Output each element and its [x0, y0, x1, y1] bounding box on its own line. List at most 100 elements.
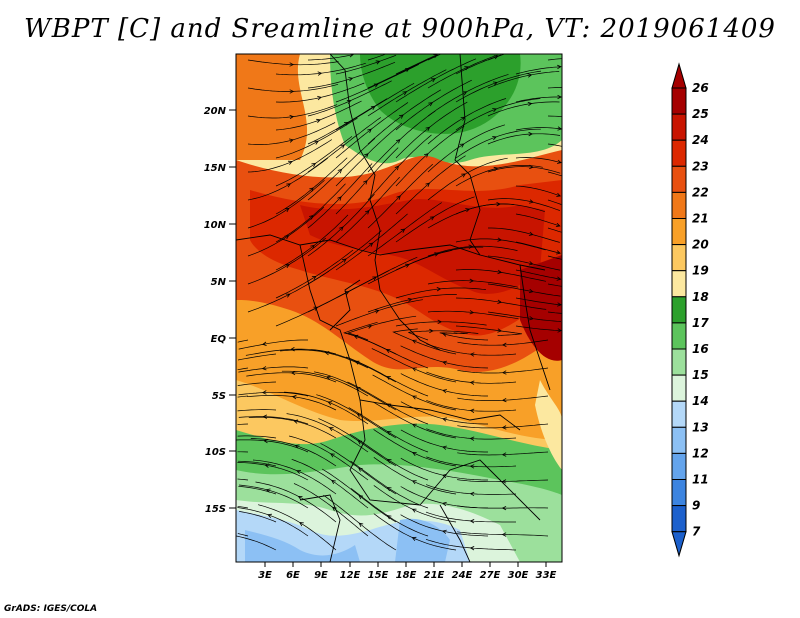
- streamline: [487, 133, 561, 145]
- lat-label: 10S: [205, 447, 226, 458]
- streamline-arrow: [497, 299, 503, 304]
- streamline: [547, 143, 562, 147]
- streamline-arrow: [337, 168, 343, 174]
- streamline: [237, 533, 249, 537]
- streamline-arrow: [261, 341, 267, 346]
- colorbar-label: 24: [692, 133, 709, 147]
- streamline-arrow: [314, 140, 320, 145]
- lon-label: 30E: [508, 570, 529, 581]
- streamline: [547, 58, 562, 61]
- streamline-arrow: [557, 328, 562, 333]
- streamline-arrow: [395, 138, 401, 144]
- colorbar: 26 25 24 23 22 21 20 19 18 17 16 15 14 13 12 11 9 7: [671, 62, 709, 558]
- streamline-arrow: [429, 328, 434, 334]
- colorbar-swatch: [671, 244, 687, 272]
- streamline-arrow: [367, 324, 373, 329]
- streamline: [237, 381, 277, 386]
- streamline-arrow: [557, 159, 562, 164]
- streamline-arrow: [330, 453, 335, 458]
- streamline-arrow: [501, 505, 507, 511]
- streamline-arrow: [557, 302, 562, 307]
- colorbar-label: 19: [692, 264, 709, 278]
- streamline-arrow: [267, 513, 272, 518]
- streamline-arrow: [469, 546, 475, 551]
- streamline: [427, 54, 498, 89]
- streamline-arrow: [469, 310, 475, 315]
- streamline-arrow: [289, 114, 295, 120]
- streamline-arrow: [354, 360, 360, 365]
- streamline-arrow: [469, 408, 475, 413]
- colorbar-label: 9: [692, 499, 700, 513]
- streamline-arrow: [528, 261, 534, 266]
- streamline: [238, 339, 308, 350]
- colorbar-label: 15: [692, 368, 709, 382]
- streamline-arrow: [527, 73, 533, 78]
- streamline-arrow: [529, 316, 534, 321]
- streamline-arrow: [294, 444, 300, 449]
- streamline-arrow: [442, 417, 447, 422]
- streamline: [487, 198, 561, 211]
- streamline-arrow: [407, 297, 413, 303]
- streamline-arrow: [265, 488, 271, 493]
- streamline: [547, 87, 562, 89]
- streamline: [237, 507, 309, 537]
- streamline-arrow: [469, 352, 475, 357]
- streamline-arrow: [497, 269, 503, 275]
- streamline-arrow: [339, 226, 344, 231]
- streamline: [515, 127, 562, 131]
- streamline-arrow: [375, 60, 381, 65]
- streamline: [515, 96, 562, 103]
- streamline-arrow: [290, 347, 295, 352]
- streamline-arrow: [340, 144, 346, 149]
- streamline-arrow: [493, 166, 499, 172]
- streamline-arrow: [324, 351, 330, 356]
- streamline-arrow: [497, 328, 503, 333]
- streamline-arrow: [430, 78, 436, 83]
- streamline: [237, 367, 249, 371]
- streamline-arrow: [311, 162, 317, 168]
- streamline-arrow: [363, 180, 368, 185]
- grads-credit: GrADS: IGES/COLA: [4, 604, 98, 614]
- lat-label: 5N: [211, 277, 227, 288]
- streamline-arrow: [290, 370, 296, 376]
- streamline: [237, 353, 277, 361]
- streamline-arrow: [337, 196, 342, 201]
- colorbar-swatch: [671, 296, 687, 324]
- colorbar-label: 26: [692, 81, 709, 95]
- streamline-arrow: [386, 515, 392, 520]
- streamline-arrow: [501, 479, 507, 484]
- streamline-arrow: [313, 306, 319, 311]
- streamline-arrow: [436, 287, 442, 292]
- streamline-arrow: [386, 431, 392, 436]
- streamline: [547, 311, 562, 314]
- lat-label: 15N: [204, 163, 227, 174]
- streamline-arrow: [442, 389, 447, 394]
- streamline-arrow: [405, 263, 410, 268]
- streamline: [237, 478, 249, 481]
- streamline-arrow: [469, 491, 475, 497]
- colorbar-label: 14: [692, 394, 709, 408]
- streamline: [487, 255, 561, 271]
- colorbar-swatch: [671, 218, 687, 246]
- streamline: [367, 54, 385, 61]
- streamline-arrow: [287, 160, 293, 165]
- streamline-arrow: [411, 395, 417, 400]
- streamline: [547, 255, 562, 260]
- lon-label: 9E: [314, 570, 328, 581]
- streamline-arrow: [262, 414, 268, 419]
- colorbar-swatch: [671, 165, 687, 193]
- streamline-arrow: [469, 278, 475, 283]
- streamline-arrow: [364, 209, 370, 215]
- lat-label: 5S: [212, 391, 226, 402]
- streamline-arrow: [434, 252, 440, 257]
- streamline-arrow: [411, 480, 417, 485]
- streamline: [487, 311, 561, 322]
- streamline-arrow: [289, 138, 294, 143]
- streamline-arrow: [469, 436, 475, 441]
- latitude-axis: 20N 15N 10N 5N EQ 5S 10S 15S: [204, 106, 236, 515]
- streamline-arrow: [497, 237, 503, 242]
- lon-label: 6E: [286, 570, 300, 581]
- colorbar-swatch: [671, 113, 687, 141]
- streamline-arrow: [429, 216, 435, 221]
